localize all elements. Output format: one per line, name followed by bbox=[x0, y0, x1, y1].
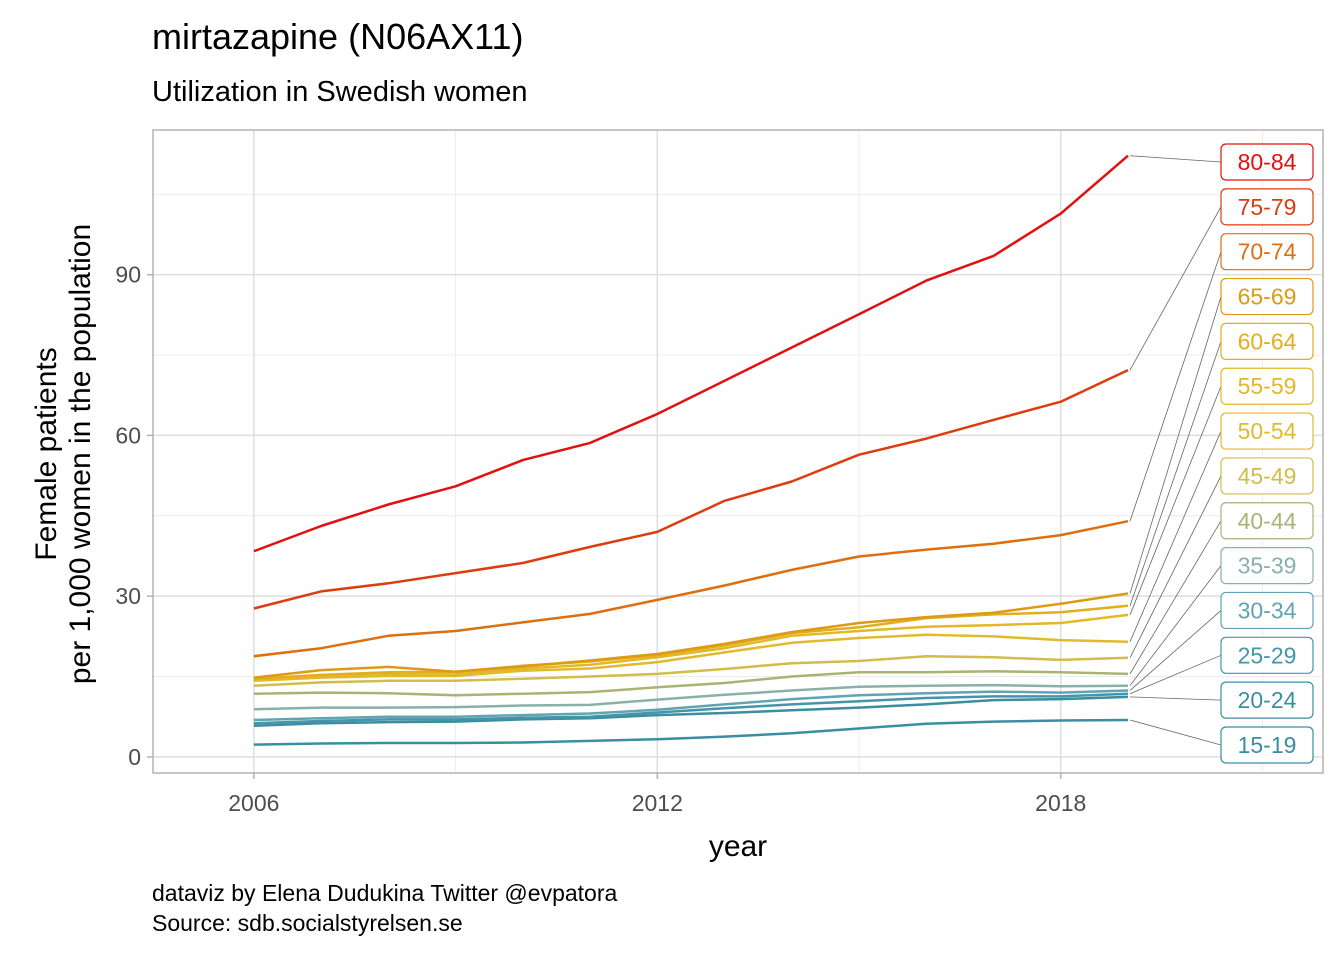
caption: dataviz by Elena Dudukina Twitter @evpat… bbox=[152, 878, 617, 938]
end-label-50-54: 50-54 bbox=[1238, 418, 1297, 444]
end-label-box-50-54 bbox=[1220, 412, 1314, 450]
chart-title: mirtazapine (N06AX11) bbox=[152, 16, 524, 57]
x-tick-label: 2006 bbox=[228, 790, 279, 816]
end-label-box-60-64 bbox=[1220, 322, 1314, 360]
y-axis-title-line-1: Female patients bbox=[30, 347, 63, 560]
end-label-25-29: 25-29 bbox=[1238, 642, 1297, 668]
end-label-70-74: 70-74 bbox=[1238, 239, 1297, 265]
end-label-box-70-74 bbox=[1220, 233, 1314, 271]
leader-line-55-59 bbox=[1129, 386, 1222, 616]
end-label-75-79: 75-79 bbox=[1238, 194, 1297, 220]
end-label-60-64: 60-64 bbox=[1238, 328, 1297, 354]
leader-line-45-49 bbox=[1129, 475, 1222, 658]
y-tick-label: 90 bbox=[115, 262, 141, 288]
caption-credit: dataviz by Elena Dudukina Twitter @evpat… bbox=[152, 880, 618, 906]
leader-line-70-74 bbox=[1129, 251, 1222, 522]
end-label-box-40-44 bbox=[1220, 502, 1314, 540]
chart-subtitle: Utilization in Swedish women bbox=[152, 76, 528, 108]
leader-line-20-24 bbox=[1129, 696, 1222, 701]
end-label-80-84: 80-84 bbox=[1238, 149, 1297, 175]
series-line-35-39 bbox=[253, 683, 1129, 711]
leader-line-15-19 bbox=[1129, 719, 1222, 746]
end-label-box-55-59 bbox=[1220, 367, 1314, 405]
series-line-50-54 bbox=[253, 633, 1129, 683]
end-label-box-75-79 bbox=[1220, 188, 1314, 226]
series-line-30-34 bbox=[253, 689, 1129, 722]
series-line-55-59 bbox=[253, 613, 1129, 682]
series-lines bbox=[253, 154, 1129, 746]
end-label-40-44: 40-44 bbox=[1238, 508, 1297, 534]
y-tick-label: 60 bbox=[115, 422, 141, 448]
leader-line-35-39 bbox=[1129, 565, 1222, 686]
end-label-box-20-24 bbox=[1220, 681, 1314, 719]
end-label-box-80-84 bbox=[1220, 143, 1314, 181]
series-line-40-44 bbox=[253, 669, 1129, 697]
grid-major bbox=[153, 130, 1323, 773]
x-axis-ticks: 2006 2012 2018 bbox=[228, 773, 1086, 816]
series-line-20-24 bbox=[253, 695, 1129, 728]
series-line-75-79 bbox=[253, 368, 1129, 610]
x-axis-title: year bbox=[709, 830, 767, 863]
end-label-box-65-69 bbox=[1220, 277, 1314, 316]
leader-line-75-79 bbox=[1129, 206, 1222, 371]
series-line-25-29 bbox=[253, 692, 1129, 725]
y-axis-title-line-2: per 1,000 women in the population bbox=[64, 224, 97, 684]
end-label-box-35-39 bbox=[1220, 547, 1314, 585]
end-label-box-25-29 bbox=[1220, 636, 1314, 674]
leader-line-80-84 bbox=[1129, 155, 1222, 163]
leader-line-65-69 bbox=[1129, 296, 1222, 594]
series-line-80-84 bbox=[253, 154, 1129, 553]
leader-line-25-29 bbox=[1129, 654, 1222, 695]
leader-line-40-44 bbox=[1129, 520, 1222, 675]
series-line-65-69 bbox=[253, 592, 1129, 679]
series-end-labels: 80-84 75-79 70-74 65-69 60-64 55-59 50-54 45-49… bbox=[1220, 143, 1314, 764]
end-label-box-15-19 bbox=[1220, 726, 1314, 764]
leader-line-60-64 bbox=[1129, 341, 1222, 606]
end-label-20-24: 20-24 bbox=[1238, 687, 1297, 713]
end-label-box-30-34 bbox=[1220, 591, 1314, 630]
end-label-15-19: 15-19 bbox=[1238, 732, 1297, 758]
end-label-65-69: 65-69 bbox=[1238, 284, 1297, 310]
panel-border bbox=[152, 129, 1324, 774]
end-label-box-45-49 bbox=[1220, 457, 1314, 495]
y-tick-label: 30 bbox=[115, 583, 141, 609]
x-tick-label: 2012 bbox=[632, 790, 683, 816]
end-label-45-49: 45-49 bbox=[1238, 463, 1297, 489]
series-line-70-74 bbox=[253, 519, 1129, 658]
y-tick-label: 0 bbox=[128, 744, 141, 770]
y-axis-ticks: 0 30 60 90 bbox=[115, 262, 153, 770]
end-label-35-39: 35-39 bbox=[1238, 553, 1297, 579]
leader-line-30-34 bbox=[1129, 610, 1222, 691]
end-label-55-59: 55-59 bbox=[1238, 373, 1297, 399]
end-label-30-34: 30-34 bbox=[1238, 597, 1297, 623]
y-axis-title: Female patients per 1,000 women in the p… bbox=[30, 224, 97, 684]
leader-line-50-54 bbox=[1129, 430, 1222, 642]
caption-source: Source: sdb.socialstyrelsen.se bbox=[152, 910, 463, 936]
series-line-45-49 bbox=[253, 654, 1129, 687]
leader-lines bbox=[1129, 155, 1222, 746]
series-line-15-19 bbox=[253, 718, 1129, 746]
series-line-60-64 bbox=[253, 604, 1129, 680]
x-tick-label: 2018 bbox=[1035, 790, 1086, 816]
